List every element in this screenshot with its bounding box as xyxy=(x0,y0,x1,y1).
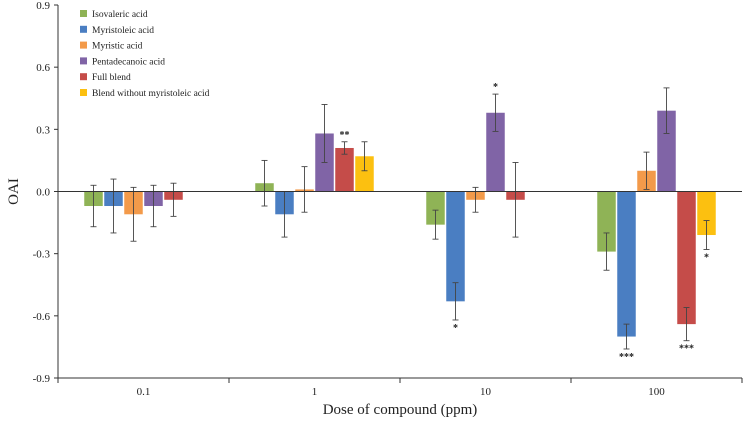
bar xyxy=(677,191,696,325)
legend-swatch xyxy=(80,57,87,65)
significance-label: * xyxy=(704,253,709,264)
y-tick-label: -0.6 xyxy=(33,311,51,323)
bar xyxy=(617,191,636,337)
legend-swatch xyxy=(80,25,87,33)
bar xyxy=(697,191,716,236)
y-tick-label: -0.3 xyxy=(33,249,51,261)
y-tick-label: 0.3 xyxy=(36,124,50,136)
legend-label: Blend without myristoleic acid xyxy=(92,89,210,99)
bar xyxy=(657,110,676,192)
x-ticks: 0.1 1 10 100 xyxy=(57,378,743,398)
legend-swatch xyxy=(80,41,87,49)
bar xyxy=(446,191,465,302)
x-axis-title: Dose of compound (ppm) xyxy=(323,402,478,418)
significance-labels: *********** xyxy=(340,82,710,363)
bars-layer xyxy=(84,110,716,337)
significance-label: * xyxy=(493,82,498,93)
significance-label: * xyxy=(453,323,458,334)
bar xyxy=(335,147,354,192)
legend: Isovaleric acid Myristoleic acid Myristic … xyxy=(80,10,210,99)
legend-swatch xyxy=(80,10,87,17)
x-tick-label: 1 xyxy=(312,386,318,398)
y-tick-label: -0.9 xyxy=(33,373,51,385)
bar xyxy=(486,112,505,192)
bar xyxy=(597,191,616,252)
significance-label: *** xyxy=(619,352,634,363)
y-tick-label: 0.0 xyxy=(36,187,50,199)
significance-label: *** xyxy=(679,344,694,355)
legend-swatch xyxy=(80,73,87,81)
error-bars-layer xyxy=(90,87,710,350)
significance-label: ** xyxy=(340,130,350,141)
legend-label: Isovaleric acid xyxy=(92,10,148,20)
y-tick-label: 0.9 xyxy=(36,0,50,12)
x-tick-label: 10 xyxy=(480,386,492,398)
y-ticks: 0.9 0.6 0.3 0.0 -0.3 -0.6 -0.9 xyxy=(33,0,58,385)
legend-label: Myristic acid xyxy=(92,42,143,52)
y-tick-label: 0.6 xyxy=(36,62,50,74)
legend-label: Pentadecanoic acid xyxy=(92,57,165,67)
legend-label: Full blend xyxy=(92,73,131,83)
bar xyxy=(355,156,374,192)
legend-swatch xyxy=(80,89,87,96)
legend-label: Myristoleic acid xyxy=(92,26,154,36)
y-axis-title: OAI xyxy=(6,178,22,205)
x-tick-label: 0.1 xyxy=(137,386,151,398)
bar xyxy=(426,191,445,225)
x-tick-label: 100 xyxy=(648,386,665,398)
